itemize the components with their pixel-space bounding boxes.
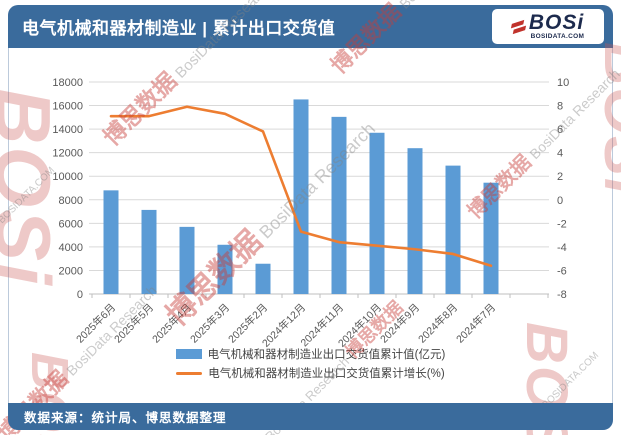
svg-text:0: 0 [77, 289, 83, 301]
svg-text:-6: -6 [557, 265, 567, 277]
svg-text:-2: -2 [557, 218, 567, 230]
svg-text:2024年9月: 2024年9月 [377, 301, 422, 346]
svg-text:-4: -4 [557, 242, 567, 254]
combo-chart: 0 -8 2000 -6 4000 -4 6000 -2 8000 0 10000 2 12000 4 14… [52, 77, 569, 350]
svg-text:10000: 10000 [52, 171, 83, 183]
svg-text:6000: 6000 [59, 218, 83, 230]
data-source: 数据来源：统计局、博思数据整理 [24, 411, 227, 425]
svg-text:0: 0 [557, 195, 563, 207]
svg-text:4: 4 [557, 148, 563, 160]
svg-text:2025年6月: 2025年6月 [73, 301, 118, 346]
logo-site-text: BOSIDATA.COM [530, 33, 585, 41]
svg-text:8000: 8000 [59, 195, 83, 207]
chart-legend: 电气机械和器材制造业出口交货值累计值(亿元) 电气机械和器材制造业出口交货值累计… [9, 346, 612, 381]
chart-area: 0 -8 2000 -6 4000 -4 6000 -2 8000 0 10000 2 12000 4 14… [8, 48, 613, 403]
svg-text:16000: 16000 [52, 101, 83, 113]
legend-item-line: 电气机械和器材制造业出口交货值累计增长(%) [176, 365, 445, 381]
bosi-logo: BOSi BOSIDATA.COM [492, 9, 604, 44]
svg-text:8: 8 [557, 101, 563, 113]
footer-bar: 数据来源：统计局、博思数据整理 [8, 403, 613, 430]
line-series-swatch-icon [176, 371, 203, 375]
svg-text:12000: 12000 [52, 148, 83, 160]
svg-text:2024年8月: 2024年8月 [415, 301, 460, 346]
svg-text:2025年5月: 2025年5月 [111, 301, 156, 346]
svg-text:2000: 2000 [59, 265, 83, 277]
svg-text:10: 10 [557, 77, 569, 89]
svg-text:-8: -8 [557, 289, 567, 301]
svg-text:2025年4月: 2025年4月 [149, 301, 194, 346]
header-bar: 电气机械和器材制造业 | 累计出口交货值 BOSi BOSIDATA.COM [8, 5, 613, 48]
svg-text:18000: 18000 [52, 77, 83, 89]
logo-text: BOSi [528, 11, 585, 35]
svg-text:4000: 4000 [59, 242, 83, 254]
svg-text:6: 6 [557, 124, 563, 136]
legend-item-bar: 电气机械和器材制造业出口交货值累计值(亿元) [175, 346, 446, 362]
svg-text:2025年3月: 2025年3月 [187, 301, 232, 346]
legend-line-label: 电气机械和器材制造业出口交货值累计增长(%) [208, 368, 445, 380]
svg-text:2024年7月: 2024年7月 [453, 301, 498, 346]
legend-bar-label: 电气机械和器材制造业出口交货值累计值(亿元) [207, 349, 446, 361]
page-title: 电气机械和器材制造业 | 累计出口交货值 [22, 19, 336, 38]
logo-stripes-icon [510, 19, 526, 34]
svg-text:14000: 14000 [52, 124, 83, 136]
svg-text:2: 2 [557, 171, 563, 183]
bar-series-swatch-icon [175, 349, 202, 359]
